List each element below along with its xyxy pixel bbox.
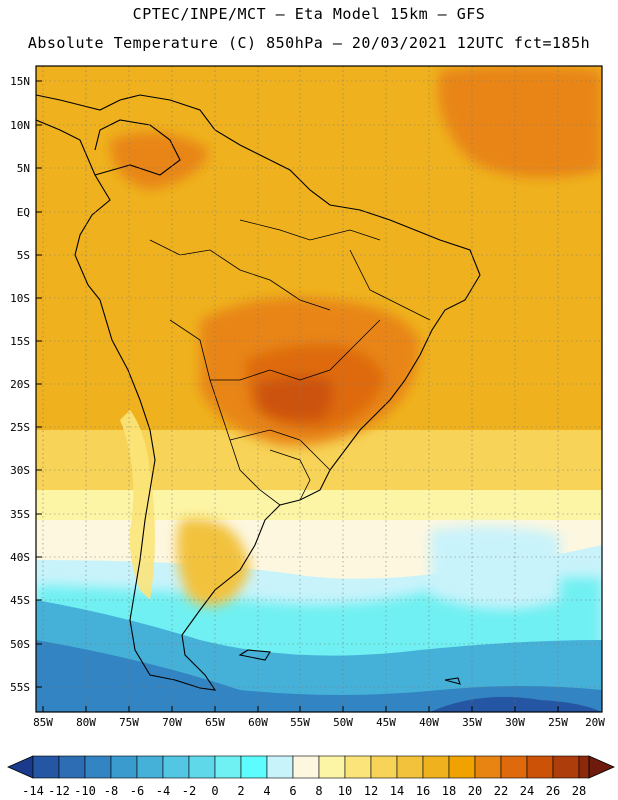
colorbar-label: -2 — [181, 784, 197, 798]
colorbar-swatch — [32, 755, 60, 779]
lat-label: 35S — [10, 508, 30, 521]
lat-label: 50S — [10, 638, 30, 651]
lon-label: 25W — [548, 716, 568, 729]
colorbar-label: 10 — [337, 784, 353, 798]
lon-label: 20W — [585, 716, 605, 729]
colorbar-swatch — [344, 755, 372, 779]
colorbar-label: 6 — [289, 784, 297, 798]
colorbar-swatch — [578, 755, 590, 779]
lon-label: 40W — [419, 716, 439, 729]
colorbar-swatch — [240, 755, 268, 779]
lat-label: 15S — [10, 335, 30, 348]
colorbar-label: 20 — [467, 784, 483, 798]
colorbar-label: 26 — [545, 784, 561, 798]
colorbar-label: 0 — [211, 784, 219, 798]
colorbar-swatch — [84, 755, 112, 779]
axis-ticks — [36, 80, 559, 712]
coastlines — [36, 94, 481, 691]
colorbar-swatch — [448, 755, 476, 779]
colorbar-swatch — [188, 755, 216, 779]
lat-label: 55S — [10, 681, 30, 694]
colorbar-label: -10 — [74, 784, 96, 798]
lat-label: 30S — [10, 464, 30, 477]
lon-label: 70W — [162, 716, 182, 729]
colorbar-label: 16 — [415, 784, 431, 798]
colorbar-swatch — [422, 755, 450, 779]
lat-label: 10N — [10, 119, 30, 132]
lon-label: 45W — [376, 716, 396, 729]
lat-label: 25S — [10, 421, 30, 434]
colorbar-label: 28 — [571, 784, 587, 798]
colorbar-label: 18 — [441, 784, 457, 798]
colorbar-label: 24 — [519, 784, 535, 798]
lat-label: 10S — [10, 292, 30, 305]
lat-label: 5N — [16, 162, 30, 175]
colorbar-label: -8 — [103, 784, 119, 798]
colorbar-label: -12 — [48, 784, 70, 798]
lon-label: 35W — [462, 716, 482, 729]
colorbar — [7, 755, 615, 779]
map-frame — [35, 65, 603, 713]
temperature-field — [36, 66, 602, 712]
colorbar-swatch — [292, 755, 320, 779]
colorbar-swatch — [500, 755, 528, 779]
lon-label: 30W — [505, 716, 525, 729]
colorbar-label: 8 — [315, 784, 323, 798]
colorbar-label: -4 — [155, 784, 171, 798]
colorbar-swatch — [552, 755, 580, 779]
lat-label: 20S — [10, 378, 30, 391]
colorbar-label: -6 — [129, 784, 145, 798]
colorbar-label: 12 — [363, 784, 379, 798]
colorbar-label: 2 — [237, 784, 245, 798]
colorbar-swatch — [266, 755, 294, 779]
colorbar-swatch — [110, 755, 138, 779]
lon-label: 60W — [248, 716, 268, 729]
colorbar-swatch — [136, 755, 164, 779]
colorbar-swatch — [526, 755, 554, 779]
colorbar-swatch — [370, 755, 398, 779]
lat-label: 5S — [16, 249, 30, 262]
map-title-line1: CPTEC/INPE/MCT – Eta Model 15km – GFS — [132, 5, 486, 23]
lon-label: 50W — [333, 716, 353, 729]
colorbar-swatch — [58, 755, 86, 779]
colorbar-swatch — [214, 755, 242, 779]
colorbar-left-arrow — [7, 755, 34, 779]
lat-label: 45S — [10, 594, 30, 607]
colorbar-label: 22 — [493, 784, 509, 798]
lon-label: 65W — [205, 716, 225, 729]
colorbar-label: -14 — [22, 784, 44, 798]
colorbar-label: 14 — [389, 784, 405, 798]
colorbar-label: 4 — [263, 784, 271, 798]
colorbar-swatch — [162, 755, 190, 779]
lon-label: 75W — [119, 716, 139, 729]
colorbar-swatch — [474, 755, 502, 779]
lon-label: 85W — [33, 716, 53, 729]
map-title-line2: Absolute Temperature (C) 850hPa – 20/03/… — [27, 34, 591, 52]
lat-label: 15N — [10, 75, 30, 88]
colorbar-swatch — [396, 755, 424, 779]
colorbar-right-arrow — [588, 755, 615, 779]
colorbar-swatch — [318, 755, 346, 779]
lat-label: 40S — [10, 551, 30, 564]
lon-label: 55W — [290, 716, 310, 729]
lon-label: 80W — [76, 716, 96, 729]
lat-label: EQ — [16, 206, 30, 219]
